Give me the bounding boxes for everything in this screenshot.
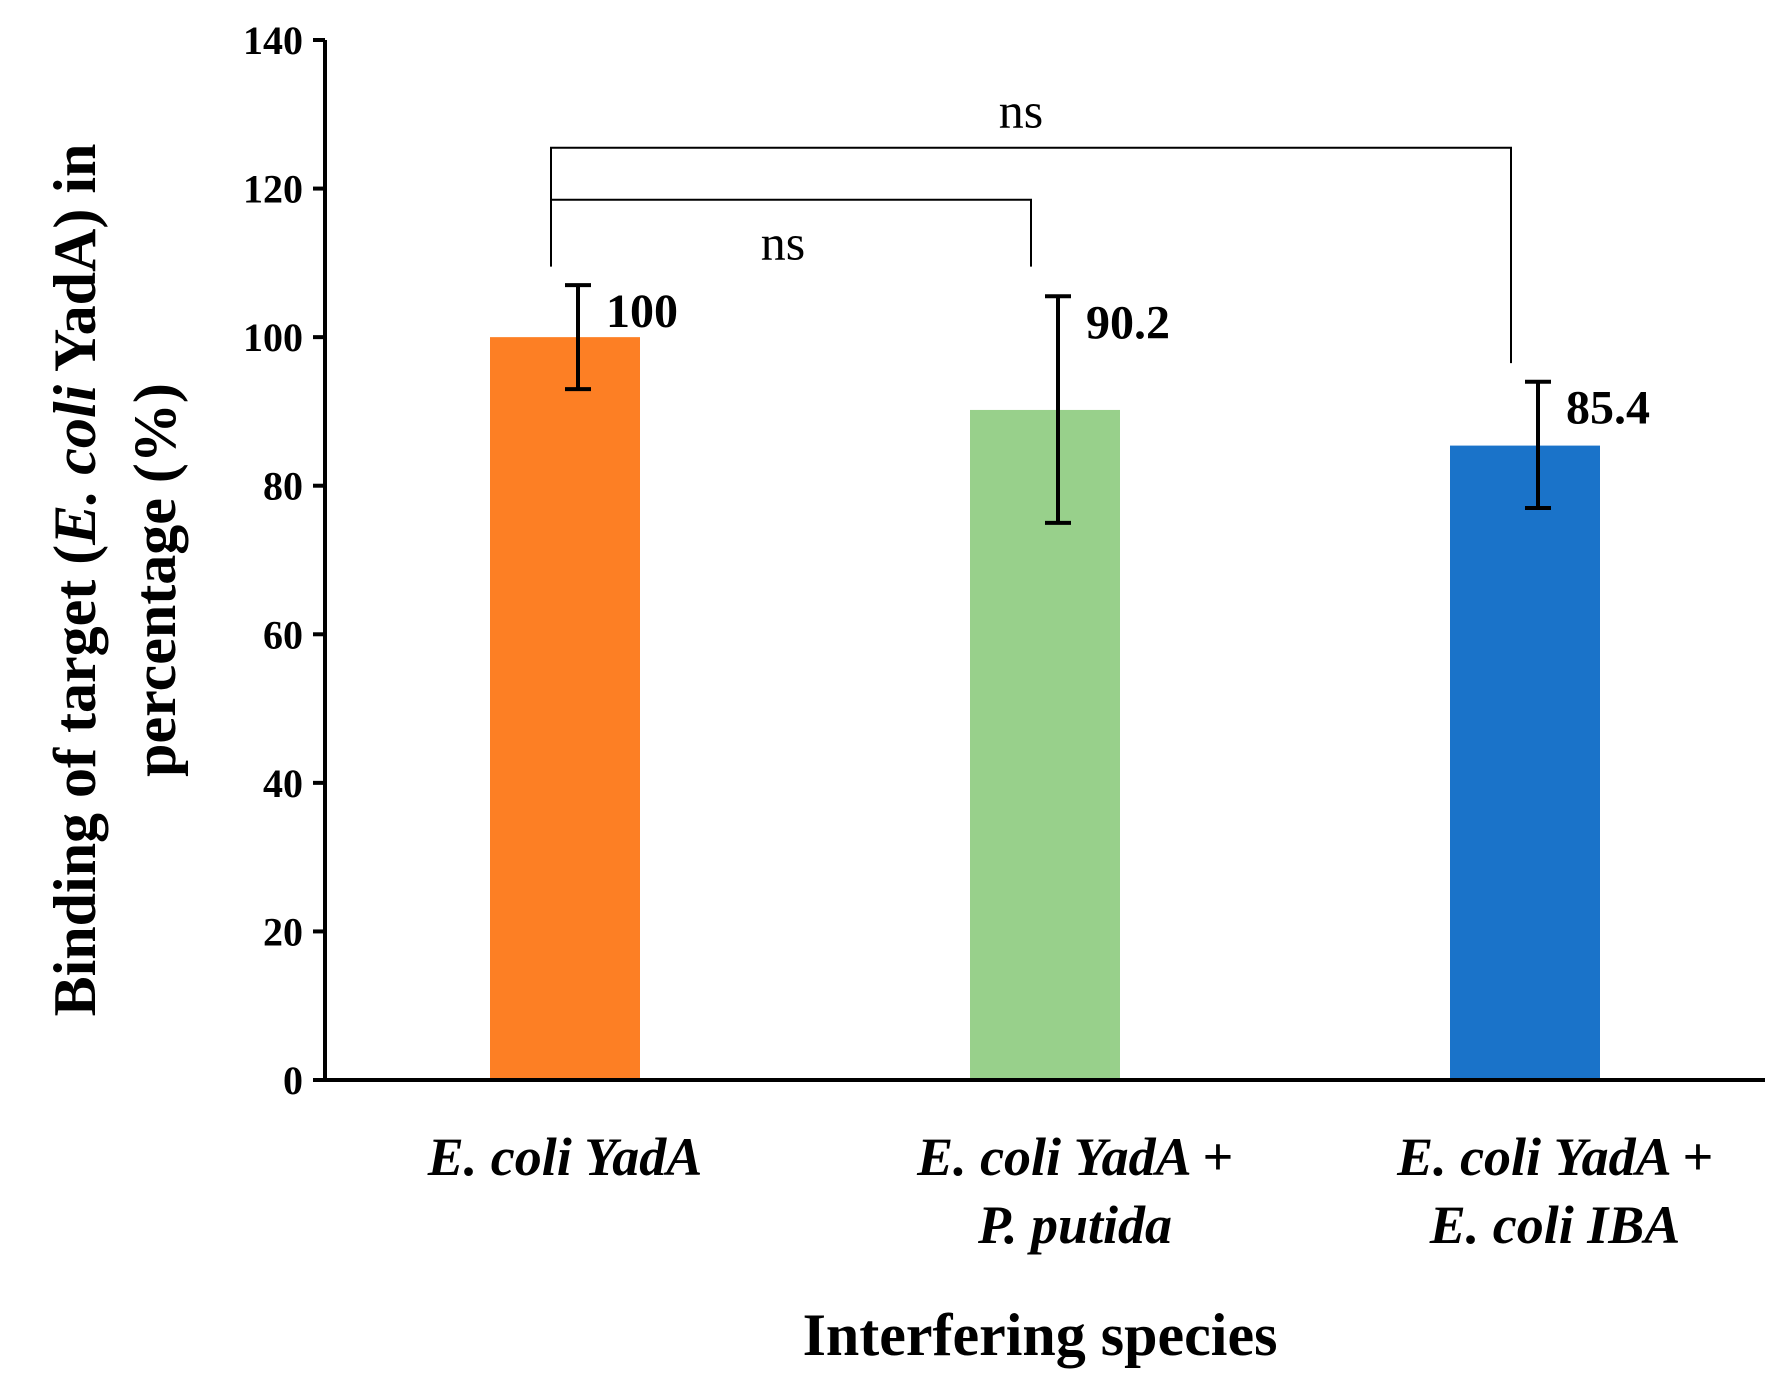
x-tick-label: E. coli YadA +: [1396, 1127, 1713, 1187]
bar: [490, 337, 640, 1081]
value-label: 85.4: [1566, 382, 1650, 435]
y-axis-title-segment: Binding of target (: [42, 545, 108, 1017]
bars: [490, 337, 1600, 1081]
y-tick-label: 0: [283, 1058, 303, 1103]
y-axis-title: Binding of target (E. coli YadA) in perc…: [42, 144, 188, 1017]
y-axis-ticks: 0 20 40 60 80 100 120 140: [243, 18, 325, 1103]
significance-bracket: [550, 146, 1512, 364]
y-tick-label: 80: [263, 464, 303, 509]
x-axis-title: Interfering species: [803, 1302, 1278, 1368]
y-tick-label: 140: [243, 18, 303, 63]
y-axis-title-line-1: Binding of target (E. coli YadA) in: [42, 144, 108, 1017]
y-tick-label: 40: [263, 761, 303, 806]
significance-label: ns: [999, 83, 1043, 139]
value-label: 90.2: [1086, 296, 1170, 349]
x-tick-labels: E. coli YadA E. coli YadA + P. putida E. co…: [427, 1127, 1713, 1255]
bar: [1450, 445, 1600, 1081]
y-tick-label: 100: [243, 315, 303, 360]
plot-area: 0 20 40 60 80 100 120 140 100 90.2 85.4 ns ns: [243, 18, 1765, 1103]
significance-label: ns: [761, 215, 805, 271]
y-axis-title-segment: YadA) in: [42, 144, 108, 385]
value-labels: 100 90.2 85.4: [606, 285, 1650, 435]
y-axis-title-line-2: percentage (%): [122, 383, 188, 777]
error-bars: [565, 283, 1551, 525]
y-axis-title-segment: E. coli: [42, 384, 108, 545]
y-tick-label: 120: [243, 167, 303, 212]
bar: [970, 409, 1120, 1080]
value-label: 100: [606, 285, 678, 338]
x-tick-label: E. coli YadA: [427, 1127, 703, 1187]
significance-brackets: ns ns: [550, 83, 1512, 364]
x-tick-label: E. coli IBA: [1429, 1195, 1681, 1255]
x-tick-label: P. putida: [977, 1195, 1172, 1255]
y-tick-label: 20: [263, 909, 303, 954]
x-tick-label: E. coli YadA +: [916, 1127, 1233, 1187]
y-tick-label: 60: [263, 612, 303, 657]
